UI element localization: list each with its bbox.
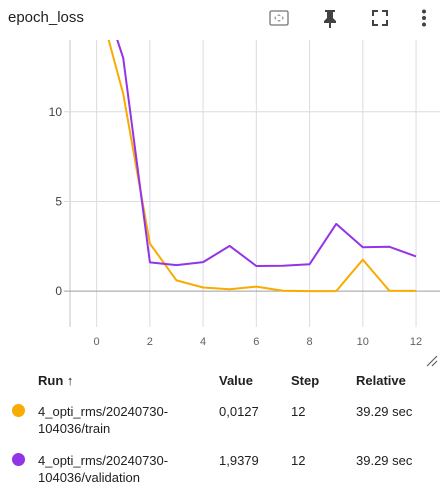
chart-title: epoch_loss bbox=[8, 9, 84, 26]
x-tick-label: 10 bbox=[357, 336, 369, 348]
run-step: 12 bbox=[291, 404, 306, 419]
x-tick-label: 2 bbox=[147, 336, 153, 348]
fullscreen-icon[interactable] bbox=[368, 6, 392, 30]
x-tick-label: 6 bbox=[253, 336, 259, 348]
x-tick-label: 12 bbox=[410, 336, 422, 348]
run-value: 1,9379 bbox=[219, 453, 259, 468]
run-name: 4_opti_rms/20240730- 104036/train bbox=[38, 403, 168, 437]
x-tick-label: 4 bbox=[200, 336, 206, 348]
series-color-swatch bbox=[12, 404, 25, 417]
x-tick-label: 0 bbox=[94, 336, 100, 348]
fit-domain-icon[interactable] bbox=[267, 6, 291, 30]
more-vert-icon[interactable] bbox=[412, 6, 436, 30]
col-header-run[interactable]: Run ↑ bbox=[38, 373, 74, 388]
col-header-relative[interactable]: Relative bbox=[356, 373, 406, 388]
col-header-value[interactable]: Value bbox=[219, 373, 253, 388]
pin-icon[interactable] bbox=[318, 6, 342, 30]
x-tick-label: 8 bbox=[307, 336, 313, 348]
resize-handle-icon bbox=[426, 355, 438, 367]
run-relative: 39.29 sec bbox=[356, 453, 413, 468]
y-tick-label: 5 bbox=[55, 194, 62, 208]
run-name-line2: 104036/validation bbox=[38, 470, 140, 485]
validation-series-line bbox=[116, 40, 417, 267]
y-tick-label: 10 bbox=[49, 105, 63, 119]
y-tick-label: 0 bbox=[55, 284, 62, 298]
loss-chart[interactable]: 0 5 10 0 2 4 6 8 10 12 bbox=[0, 0, 440, 370]
train-series-line bbox=[107, 40, 417, 293]
run-relative: 39.29 sec bbox=[356, 404, 413, 419]
run-name-line1: 4_opti_rms/20240730- bbox=[38, 453, 169, 468]
col-header-step[interactable]: Step bbox=[291, 373, 320, 388]
run-value: 0,0127 bbox=[219, 404, 259, 419]
run-name-line2: 104036/train bbox=[38, 421, 111, 436]
series-color-swatch bbox=[12, 453, 25, 466]
run-name: 4_opti_rms/20240730- 104036/validation bbox=[38, 452, 168, 486]
run-step: 12 bbox=[291, 453, 306, 468]
run-name-line1: 4_opti_rms/20240730- bbox=[38, 404, 169, 419]
